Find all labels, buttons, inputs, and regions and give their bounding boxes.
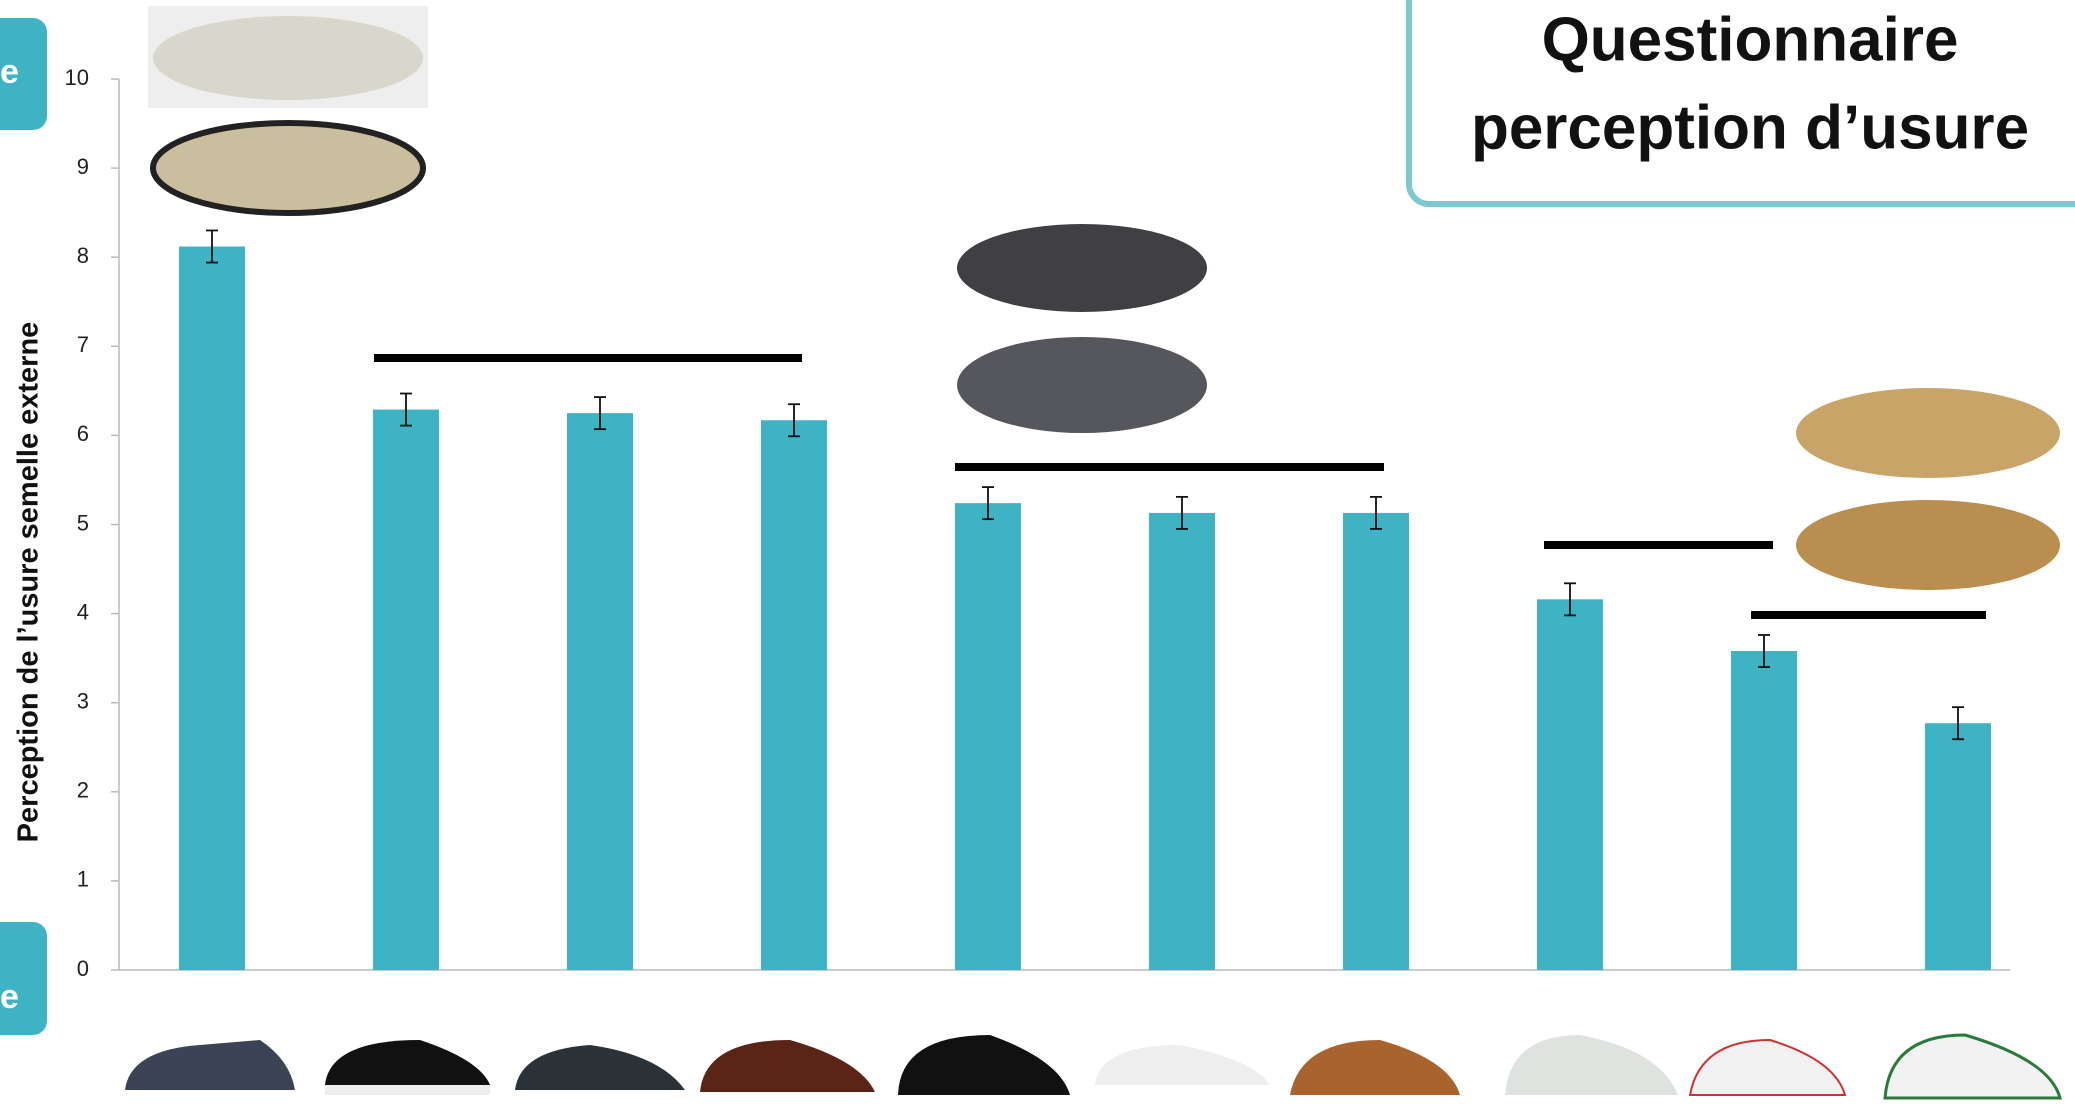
title-box xyxy=(1406,0,2075,207)
bar xyxy=(179,246,245,970)
y-tick-label: 6 xyxy=(77,421,89,446)
y-axis-label: Perception de l’usure semelle externe xyxy=(13,322,45,843)
y-tick-label: 5 xyxy=(77,510,89,535)
bar xyxy=(1925,723,1991,970)
y-tick-label: 9 xyxy=(77,154,89,179)
y-tick-label: 1 xyxy=(77,867,89,892)
side-tab xyxy=(0,922,47,1035)
y-tick-label: 10 xyxy=(65,65,89,90)
bar xyxy=(761,420,827,970)
side-tab-text: e xyxy=(0,978,19,1016)
shoe-images xyxy=(125,1033,2062,1100)
side-tab xyxy=(0,18,47,130)
y-tick-label: 8 xyxy=(77,243,89,268)
bar xyxy=(567,413,633,970)
bar xyxy=(1149,512,1215,970)
bar xyxy=(955,503,1021,970)
y-tick-label: 0 xyxy=(77,956,89,981)
y-tick-label: 2 xyxy=(77,778,89,803)
y-tick-label: 3 xyxy=(77,689,89,714)
title: perception d’usure xyxy=(1471,93,2029,162)
y-tick-label: 4 xyxy=(77,599,89,624)
bar xyxy=(373,409,439,970)
side-tab-text: e xyxy=(0,53,19,91)
bar xyxy=(1537,599,1603,970)
bar xyxy=(1731,651,1797,970)
y-tick-label: 7 xyxy=(77,332,89,357)
sole-images xyxy=(148,6,2060,590)
significance-lines xyxy=(374,354,1986,619)
title: Questionnaire xyxy=(1542,5,1959,74)
bar xyxy=(1343,512,1409,970)
